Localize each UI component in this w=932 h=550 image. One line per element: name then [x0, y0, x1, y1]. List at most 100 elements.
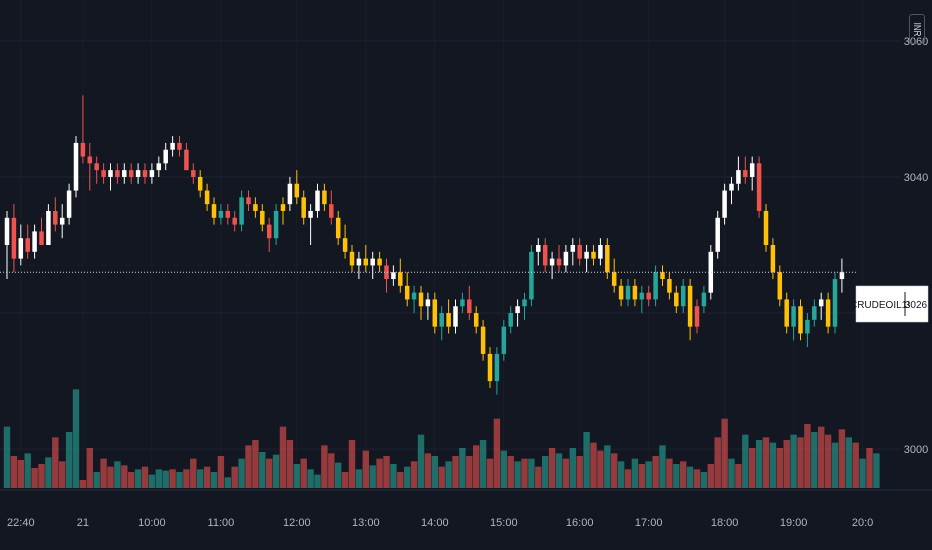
candle — [253, 197, 258, 218]
candle-body — [515, 306, 520, 314]
volume-bar — [617, 461, 625, 488]
volume-bar — [673, 464, 680, 488]
candle-body — [253, 204, 258, 211]
volume-bar — [479, 440, 487, 488]
candle-body — [266, 224, 272, 239]
candle-body — [411, 292, 417, 300]
candle — [591, 245, 596, 266]
volume-bars — [3, 389, 880, 488]
candle — [611, 258, 617, 293]
candle — [53, 197, 58, 232]
candle-body — [232, 217, 237, 225]
candle-body — [549, 258, 555, 266]
candle — [687, 279, 693, 341]
volume-bar — [266, 458, 273, 488]
candle — [618, 279, 624, 307]
candle-body — [480, 326, 486, 354]
volume-bar — [279, 426, 287, 488]
candle — [363, 245, 369, 273]
candle — [322, 183, 327, 211]
volume-bar — [52, 437, 59, 488]
candle-body — [653, 272, 658, 300]
currency-badge[interactable]: INR — [909, 14, 925, 44]
candle-body — [115, 170, 120, 177]
volume-bar — [231, 466, 238, 488]
candle — [204, 183, 210, 211]
volume-bar — [176, 472, 183, 488]
candle — [639, 285, 645, 314]
volume-bar — [569, 448, 576, 488]
candle — [115, 163, 120, 184]
volume-bar — [224, 477, 231, 488]
candle — [260, 204, 265, 232]
volume-bar — [514, 461, 521, 488]
candle-body — [149, 170, 155, 177]
candle-body — [46, 210, 51, 245]
candle — [142, 163, 148, 184]
volume-bar — [645, 461, 652, 488]
candle-body — [128, 170, 134, 177]
candle-body — [660, 272, 665, 280]
candle — [108, 163, 113, 191]
candle-body — [287, 183, 293, 205]
volume-bar — [417, 434, 425, 488]
candle — [391, 265, 396, 286]
candle — [805, 313, 810, 348]
volume-bar — [824, 434, 832, 488]
candle-body — [611, 272, 617, 286]
candle-body — [32, 231, 37, 252]
volume-bar — [783, 440, 790, 488]
candle — [660, 265, 665, 286]
candle-body — [494, 353, 500, 382]
candle-body — [570, 245, 576, 252]
volume-bar — [818, 426, 825, 488]
candle — [122, 163, 127, 184]
volume-bar — [348, 440, 356, 488]
candle-body — [605, 245, 610, 273]
candle — [73, 136, 79, 198]
candle — [170, 136, 175, 157]
candle-body — [87, 156, 93, 164]
volume-bar — [804, 424, 811, 488]
volume-bar — [666, 458, 673, 488]
candle-body — [839, 272, 845, 280]
candle — [777, 265, 783, 307]
time-tick-label: 21 — [77, 517, 89, 529]
volume-bar — [24, 453, 31, 488]
volume-bar — [210, 472, 218, 488]
candle — [197, 170, 203, 198]
candle-body — [273, 210, 279, 239]
candle-body — [335, 217, 341, 239]
candle — [218, 204, 224, 225]
candle-body — [308, 210, 313, 218]
candle-body — [591, 251, 596, 259]
candle-body — [391, 272, 396, 280]
volume-bar — [259, 452, 266, 488]
volume-bar — [162, 470, 169, 488]
volume-bar — [548, 448, 556, 488]
candle — [266, 217, 272, 252]
candle-body — [805, 319, 810, 334]
volume-bar — [769, 442, 777, 488]
last-price-label: 3026 — [905, 300, 928, 311]
volume-bar — [121, 465, 128, 488]
candle-body — [94, 163, 99, 171]
volume-bar — [604, 445, 611, 488]
candles — [4, 95, 845, 395]
volume-bar — [728, 458, 735, 488]
volume-bar — [314, 474, 321, 488]
candle-body — [536, 245, 541, 252]
candle-body — [11, 217, 17, 259]
time-axis: 22:40 21 10:00 11:00 12:00 13:00 14:00 15:00 16:… — [7, 517, 873, 529]
volume-bar — [611, 453, 618, 488]
candle — [301, 190, 306, 225]
volume-bar — [762, 437, 770, 488]
volume-bar — [183, 469, 190, 488]
volume-bar — [838, 429, 846, 488]
candle-body — [197, 176, 203, 191]
candle-body — [363, 258, 369, 266]
time-tick-label: 22:40 — [7, 517, 35, 529]
candle — [4, 210, 10, 280]
